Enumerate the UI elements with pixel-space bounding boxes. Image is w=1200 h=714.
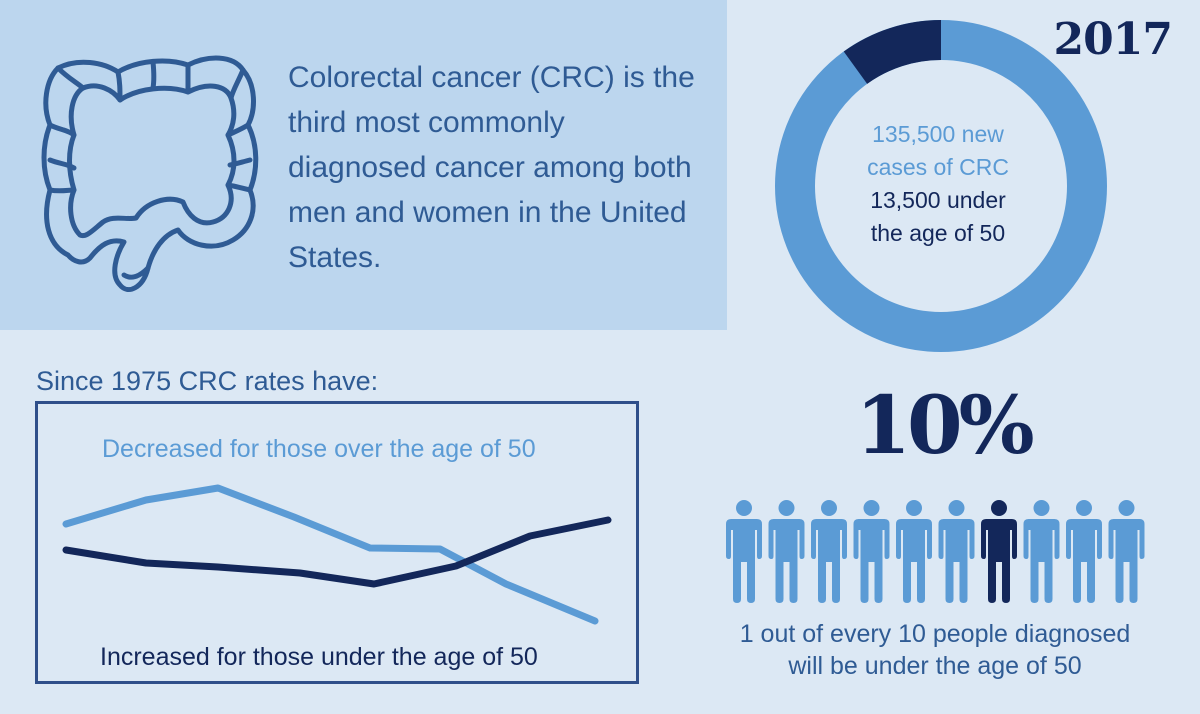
person-icon [853, 500, 890, 603]
people-caption-line2: will be under the age of 50 [788, 652, 1082, 680]
colon-icon [41, 55, 259, 292]
person-icon [1066, 500, 1102, 603]
under-50-line1: 13,500 under [870, 187, 1006, 213]
donut-center-text: 135,500 new cases of CRC 13,500 under th… [830, 118, 1046, 250]
people-caption: 1 out of every 10 people diagnosed will … [705, 618, 1165, 682]
decreasing-trend-line [62, 484, 599, 625]
people-caption-line1: 1 out of every 10 people diagnosed [739, 620, 1131, 648]
decreased-label: Decreased for those over the age of 50 [102, 435, 536, 463]
increasing-trend-line [62, 516, 612, 588]
donut-segment-under-50 [843, 20, 942, 85]
percent-value: 10% [855, 378, 1034, 472]
person-icon [768, 500, 805, 603]
cases-donut [775, 20, 1107, 352]
people-row [726, 500, 1145, 603]
intro-text: Colorectal cancer (CRC) is the third mos… [288, 61, 695, 274]
person-icon-highlighted [981, 500, 1017, 603]
rates-box [35, 401, 639, 684]
intro-panel [0, 0, 727, 330]
person-icon [938, 500, 975, 603]
under-50-line2: the age of 50 [870, 220, 1006, 246]
person-icon [1108, 500, 1145, 603]
person-icon [811, 500, 847, 603]
increased-label: Increased for those under the age of 50 [100, 643, 538, 671]
person-icon [1023, 500, 1060, 603]
person-icon [896, 500, 932, 603]
rates-title: Since 1975 CRC rates have: [36, 366, 379, 396]
year-label: 2017 [1053, 14, 1173, 65]
new-cases-line2: cases of CRC [867, 154, 1009, 180]
person-icon [726, 500, 762, 603]
new-cases-line1: 135,500 new [872, 121, 1004, 147]
